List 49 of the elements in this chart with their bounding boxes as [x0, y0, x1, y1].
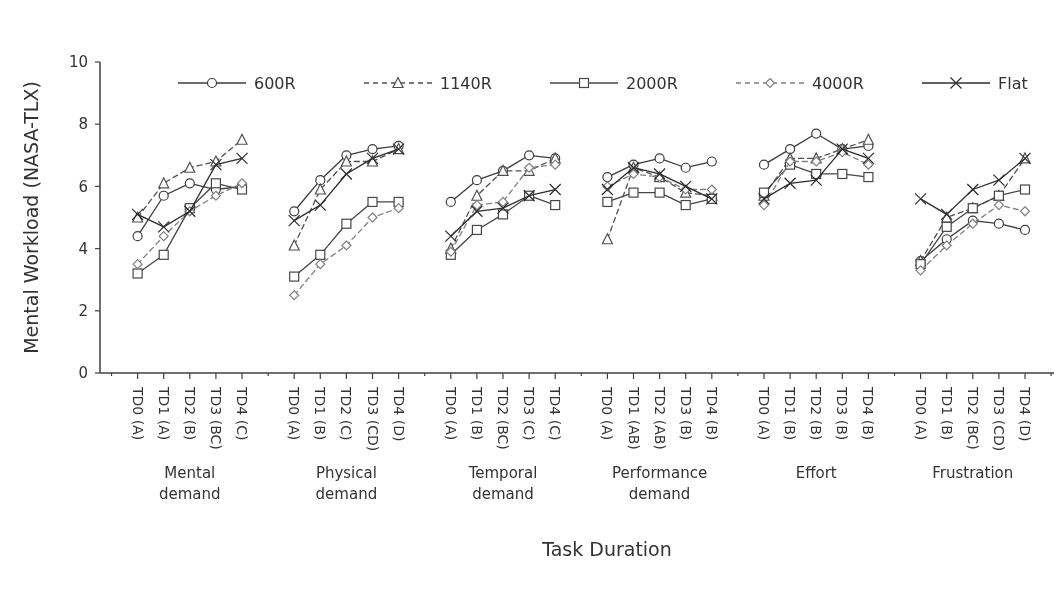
legend-label: 600R	[254, 73, 296, 93]
y-tick-label: 8	[78, 115, 88, 134]
x-tick-label: TD2 (B)	[181, 386, 198, 441]
x-tick-label: TD1 (B)	[312, 386, 329, 441]
x-tick-label: TD1 (A)	[155, 386, 172, 441]
x-tick-label: TD1 (AB)	[625, 386, 642, 450]
x-axis-title: Task Duration	[541, 538, 672, 560]
x-tick-label: TD2 (BC)	[495, 386, 512, 450]
x-tick-label: TD1 (B)	[782, 386, 799, 441]
x-tick-label: TD3 (CD)	[364, 386, 381, 452]
x-tick-label: TD0 (A)	[599, 386, 616, 441]
legend-label: 4000R	[812, 73, 864, 93]
x-tick-label: TD0 (A)	[756, 386, 773, 441]
text: Mental demand	[159, 464, 221, 503]
x-tick-label: TD0 (A)	[286, 386, 303, 441]
x-tick-label: TD3 (CD)	[991, 386, 1007, 452]
x-tick-label: TD2 (BC)	[964, 386, 981, 450]
x-tick-label: TD3 (C)	[521, 386, 538, 441]
text: Physical demand	[315, 464, 378, 503]
x-tick-label: TD4 (B)	[860, 386, 877, 441]
x-tick-label: TD4 (C)	[234, 386, 251, 441]
legend-label: 2000R	[626, 73, 678, 93]
y-tick-label: 6	[78, 177, 88, 196]
x-tick-label: TD4 (C)	[547, 386, 564, 441]
legend-label: Flat	[998, 73, 1028, 93]
x-tick-label: TD4 (D)	[1017, 386, 1034, 442]
x-tick-label: TD2 (C)	[338, 386, 355, 441]
x-tick-label: TD0 (A)	[129, 386, 146, 441]
x-tick-label: TD3 (BC)	[208, 386, 224, 450]
x-tick-label: TD0 (A)	[442, 386, 459, 441]
x-tick-label: TD1 (B)	[938, 386, 955, 441]
x-tick-label: TD2 (B)	[808, 386, 825, 441]
x-tick-label: TD2 (AB)	[651, 386, 668, 450]
y-axis-title: Mental Workload (NASA-TLX)	[20, 81, 42, 354]
text: Frustration	[932, 464, 1014, 482]
text: Performance demand	[612, 464, 708, 503]
y-tick-label: 4	[78, 239, 88, 258]
y-tick-label: 2	[78, 302, 88, 321]
x-tick-label: TD1 (B)	[469, 386, 485, 441]
x-tick-label: TD3 (B)	[677, 386, 694, 441]
x-tick-label: TD0 (A)	[912, 386, 929, 441]
y-tick-label: 10	[68, 53, 88, 72]
x-tick-label: TD4 (B)	[703, 386, 720, 441]
text: Temporal demand	[467, 464, 538, 503]
x-tick-label: TD4 (D)	[390, 386, 407, 442]
legend-label: 1140R	[440, 73, 492, 93]
y-tick-label: 0	[78, 364, 88, 383]
x-tick-label: TD3 (B)	[834, 386, 851, 441]
text: Effort	[795, 464, 837, 482]
